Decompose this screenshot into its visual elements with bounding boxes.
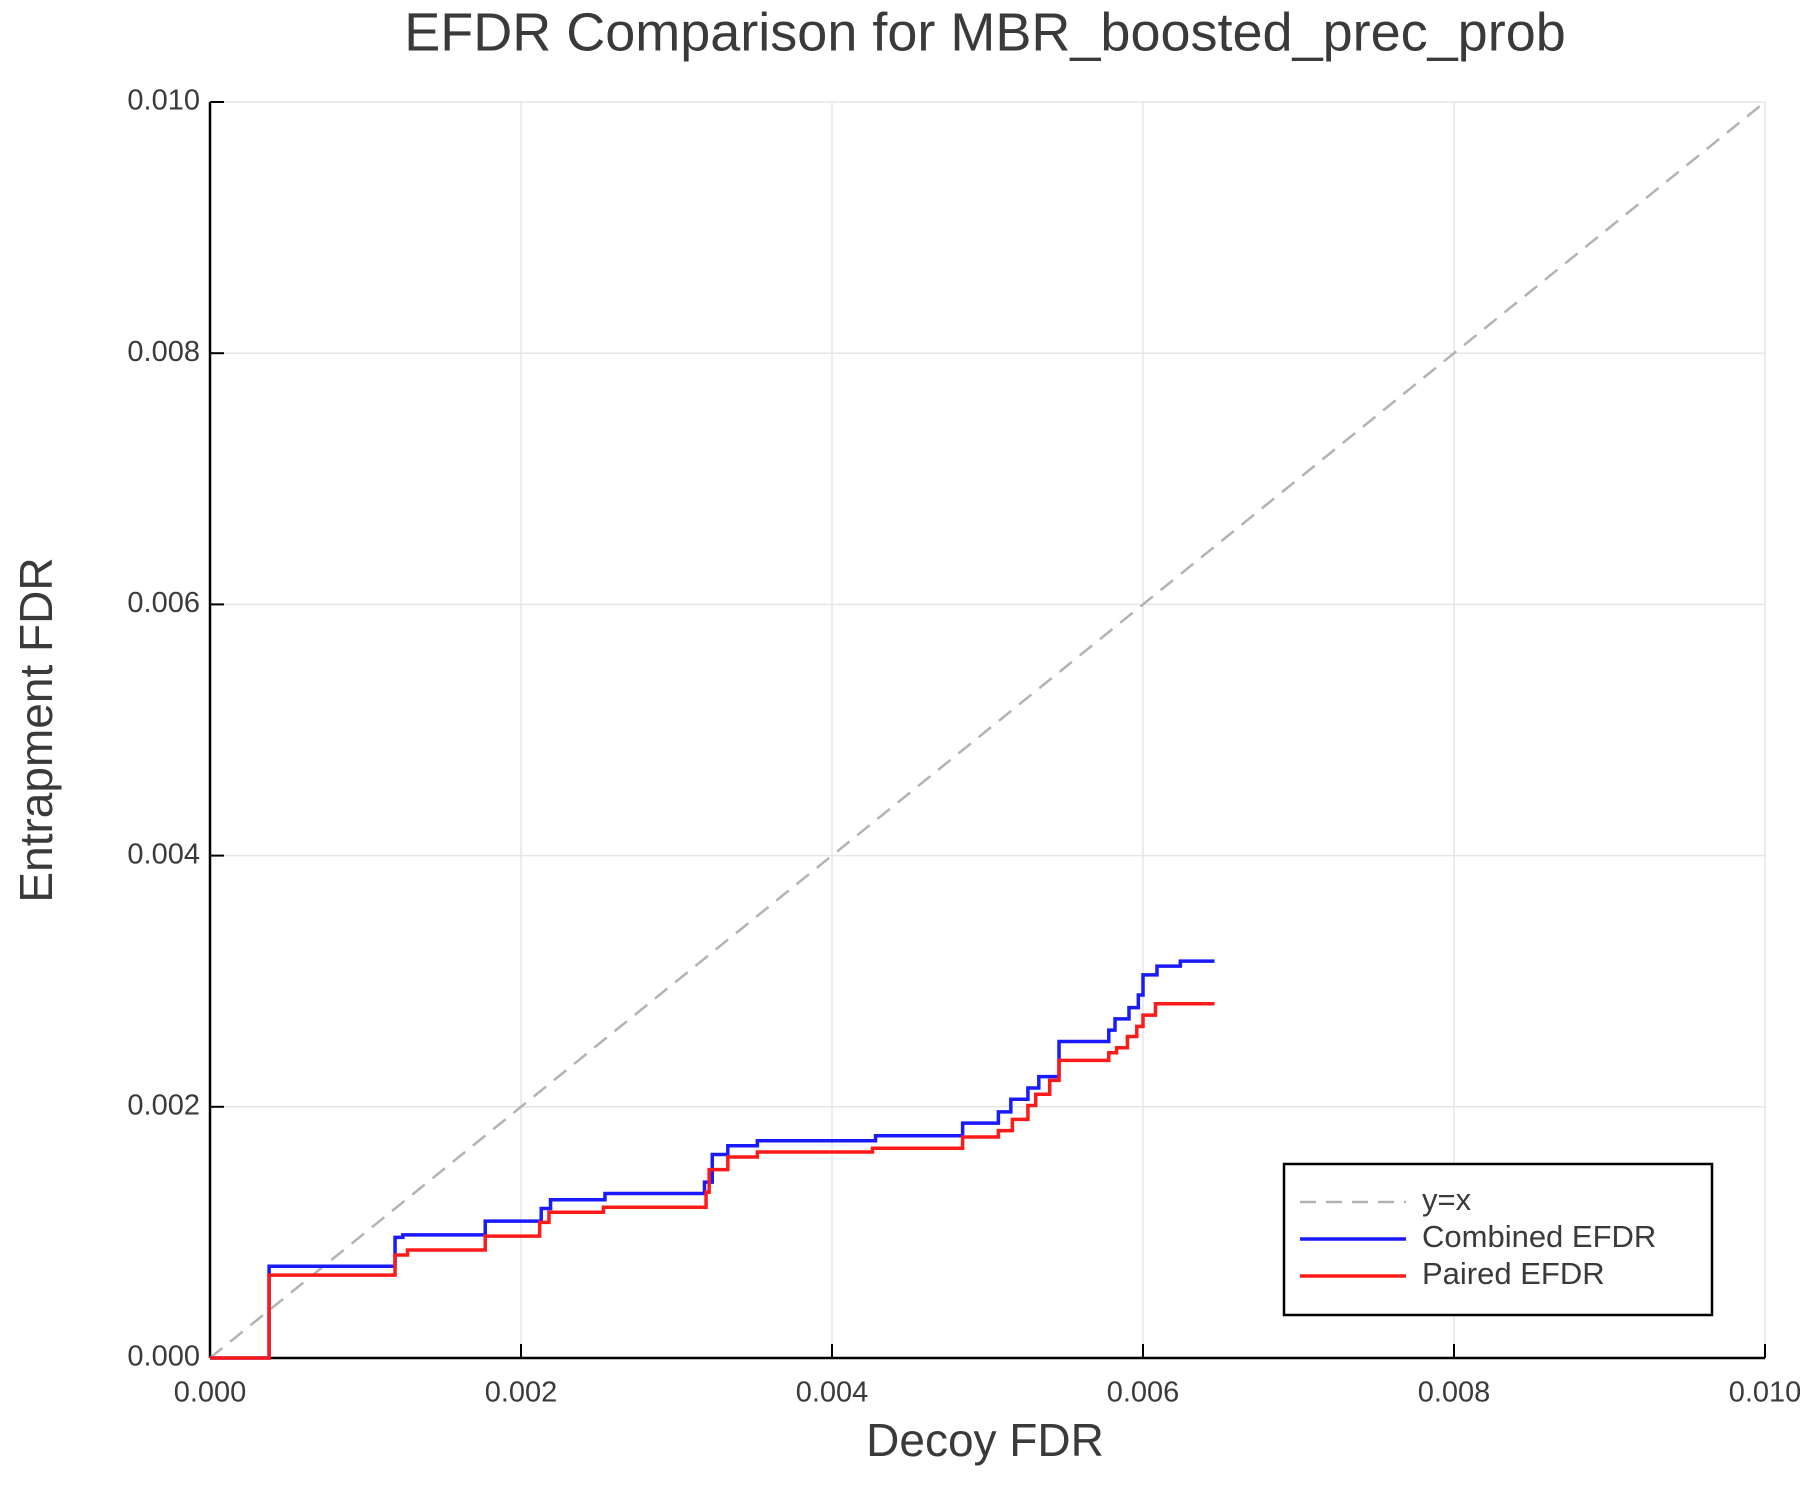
x-tick-label: 0.004 [796, 1377, 869, 1409]
legend-label: Combined EFDR [1422, 1219, 1656, 1254]
y-tick-label: 0.000 [127, 1341, 200, 1373]
y-tick-label: 0.006 [127, 587, 200, 619]
y-tick-label: 0.004 [127, 838, 200, 870]
legend-label: Paired EFDR [1422, 1256, 1605, 1291]
y-tick-label: 0.002 [127, 1089, 200, 1121]
x-tick-label: 0.002 [485, 1377, 558, 1409]
series-line [209, 101, 1766, 1359]
chart-title: EFDR Comparison for MBR_boosted_prec_pro… [404, 2, 1566, 62]
x-tick-label: 0.000 [174, 1377, 247, 1409]
y-tick-label: 0.008 [127, 336, 200, 368]
series-line [210, 959, 1215, 1360]
legend-label: y=x [1422, 1182, 1472, 1217]
y-axis-label: Entrapment FDR [10, 557, 62, 902]
x-tick-label: 0.010 [1729, 1377, 1800, 1409]
x-tick-label: 0.006 [1107, 1377, 1180, 1409]
y-tick-label: 0.010 [127, 85, 200, 117]
series-line [210, 1002, 1215, 1360]
x-tick-label: 0.008 [1418, 1377, 1491, 1409]
x-axis-label: Decoy FDR [866, 1414, 1104, 1466]
